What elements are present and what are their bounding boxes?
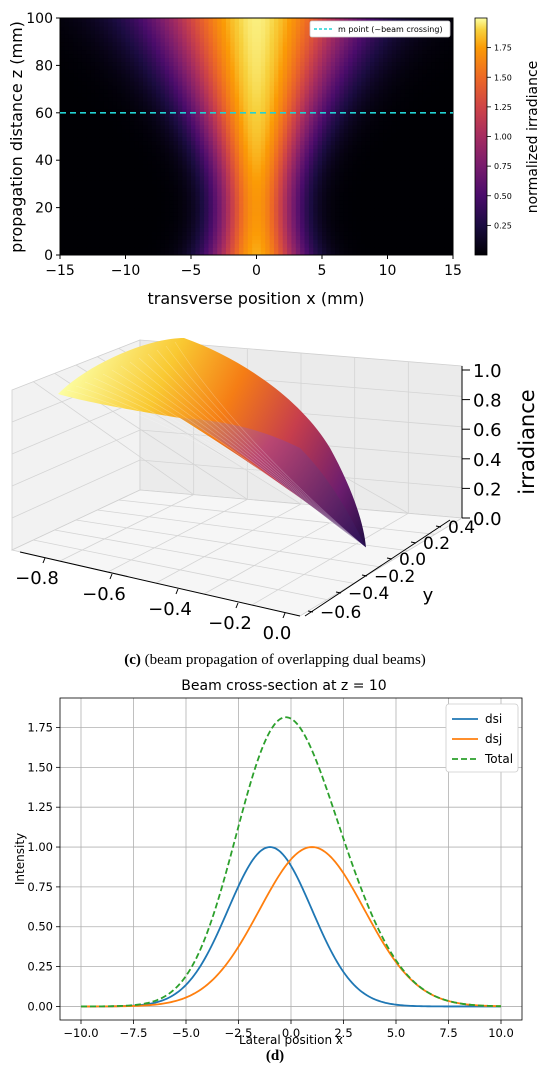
- line-x-tick-label: 5.0: [387, 1026, 405, 1040]
- surface-y-ticks: −0.6−0.4−0.20.00.20.4: [307, 518, 475, 623]
- colorbar-tick-label: 0.50: [494, 192, 512, 201]
- surface-x-tick-label: −0.2: [208, 613, 252, 634]
- line-y-tick-label: 1.75: [27, 720, 53, 734]
- colorbar-tick-label: 1.00: [494, 133, 512, 142]
- colorbar-ticks: 0.25 0.50 0.75 1.00 1.25 1.50 1.75: [487, 44, 512, 230]
- surface-y-tick-label: −0.6: [320, 603, 361, 623]
- legend-label-m-point: m point (~beam crossing): [338, 25, 443, 34]
- surface-x-axis: [19, 551, 301, 617]
- heatmap-x-label: transverse position x (mm): [148, 289, 365, 308]
- colorbar-tick-label: 0.25: [494, 221, 512, 230]
- surface-y-tick-label: 0.4: [448, 518, 475, 538]
- colorbar-tick-label: 0.75: [494, 162, 512, 171]
- legend-label-dsj: dsj: [485, 732, 502, 746]
- heatmap-x-tick-label: 5: [318, 263, 327, 279]
- surface-chart: −0.8−0.6−0.4−0.2 0.0 −0.6−0.4−0.20.00.20.…: [10, 338, 539, 644]
- line-y-tick-label: 0.00: [27, 999, 53, 1013]
- line-chart-title: Beam cross-section at z = 10: [181, 678, 386, 694]
- line-x-label: Lateral position x: [239, 1033, 343, 1047]
- series-line-dsi: [81, 846, 501, 1008]
- heatmap-x-tick-label: −5: [181, 263, 202, 279]
- colorbar: [474, 17, 488, 256]
- line-x-ticks: −10.0 −7.5 −5.0 −2.5 0.0 2.5 5.0 7.5 10.0: [63, 1020, 514, 1040]
- line-legend: dsi dsj Total: [445, 703, 519, 773]
- surface-y-tick-label: 0.0: [399, 550, 426, 570]
- caption-d: (d): [265, 1048, 285, 1064]
- colorbar-tick-label: 1.75: [494, 44, 512, 53]
- heatmap-x-tick-label: −10: [111, 263, 141, 279]
- line-x-tick-label: 0.0: [282, 1026, 300, 1040]
- heatmap-image: [60, 18, 453, 255]
- line-x-tick-label: −10.0: [63, 1026, 98, 1040]
- line-chart: Beam cross-section at z = 10 −10.0 −7.5 −5…: [13, 678, 523, 1047]
- heatmap-y-tick-label: 0: [44, 248, 53, 264]
- line-y-label: Intensity: [13, 833, 27, 885]
- heatmap-x-tick-label: 10: [379, 263, 397, 279]
- colorbar-tick-label: 1.25: [494, 103, 512, 112]
- heatmap-chart: m point (~beam crossing) −15 −10 −5 0 5 10 15 …: [7, 11, 541, 308]
- heatmap-y-tick-label: 40: [35, 153, 53, 169]
- legend-label-dsi: dsi: [485, 712, 502, 726]
- line-x-tick-label: 2.5: [334, 1026, 352, 1040]
- line-x-tick-label: −2.5: [225, 1026, 253, 1040]
- surface-z-tick-label: 0.8: [473, 391, 502, 412]
- line-x-tick-label: −7.5: [120, 1026, 148, 1040]
- surface-z-tick-label: 0.4: [473, 450, 502, 471]
- surface-z-label: irradiance: [515, 389, 539, 494]
- line-y-tick-label: 1.25: [27, 800, 53, 814]
- series-line-total: [81, 716, 502, 1008]
- heatmap-y-tick-label: 100: [26, 11, 53, 27]
- surface-y-tick-label: −0.4: [348, 584, 389, 604]
- surface-x-tick-label: −0.4: [148, 599, 192, 620]
- line-x-tick-label: 7.5: [439, 1026, 457, 1040]
- line-y-ticks: 0.00 0.25 0.50 0.75 1.00 1.25 1.50 1.75: [27, 720, 60, 1013]
- heatmap-x-ticks: −15 −10 −5 0 5 10 15: [45, 255, 462, 279]
- surface-y-tick-label: 0.2: [423, 534, 450, 554]
- surface-mesh: [58, 338, 366, 548]
- surface-x-tick-label: −0.8: [15, 568, 59, 589]
- surface-y-tick-label: −0.2: [374, 567, 415, 587]
- colorbar-label: normalized irradiance: [525, 61, 541, 214]
- caption-c-text: (beam propagation of overlapping dual be…: [140, 652, 426, 668]
- surface-inner-fold: [180, 418, 366, 548]
- caption-c-letter: (c): [124, 652, 141, 668]
- legend-label-total: Total: [484, 752, 513, 766]
- surface-z-tick-label: 0.0: [473, 509, 502, 530]
- heatmap-y-label: propagation distance z (mm): [7, 21, 26, 253]
- line-y-tick-label: 0.25: [27, 960, 53, 974]
- surface-x-tick-label: 0.0: [263, 623, 292, 644]
- heatmap-x-tick-label: −15: [45, 263, 75, 279]
- line-x-tick-label: 10.0: [488, 1026, 514, 1040]
- heatmap-x-tick-label: 0: [252, 263, 261, 279]
- surface-y-label: y: [423, 585, 434, 606]
- line-y-tick-label: 1.50: [27, 760, 53, 774]
- line-series-group: [81, 716, 502, 1008]
- surface-z-tick-label: 1.0: [473, 361, 502, 382]
- heatmap-y-tick-label: 20: [35, 201, 53, 217]
- line-y-tick-label: 0.50: [27, 920, 53, 934]
- caption-c: (c) (beam propagation of overlapping dua…: [0, 652, 550, 669]
- surface-mesh-lines: [66, 341, 367, 549]
- surface-z-tick-label: 0.2: [473, 479, 502, 500]
- surface-z-tick-label: 0.6: [473, 420, 502, 441]
- line-y-tick-label: 0.75: [27, 880, 53, 894]
- line-y-tick-label: 1.00: [27, 840, 53, 854]
- surface-x-ticks: −0.8 −0.6 −0.4 −0.2 0.0: [15, 557, 292, 644]
- surface-z-ticks: 0.0 0.2 0.4 0.6 0.8 1.0: [462, 361, 502, 530]
- line-grid: [60, 698, 522, 1020]
- surface-x-tick-label: −0.6: [82, 584, 126, 605]
- heatmap-x-tick-label: 15: [444, 263, 462, 279]
- colorbar-tick-label: 1.50: [494, 73, 512, 82]
- heatmap-y-ticks: 0 20 40 60 80 100: [26, 11, 60, 264]
- heatmap-legend: m point (~beam crossing): [309, 20, 451, 38]
- line-x-tick-label: −5.0: [172, 1026, 200, 1040]
- surface-y-axis: [304, 519, 451, 617]
- heatmap-y-tick-label: 80: [35, 58, 53, 74]
- heatmap-y-tick-label: 60: [35, 106, 53, 122]
